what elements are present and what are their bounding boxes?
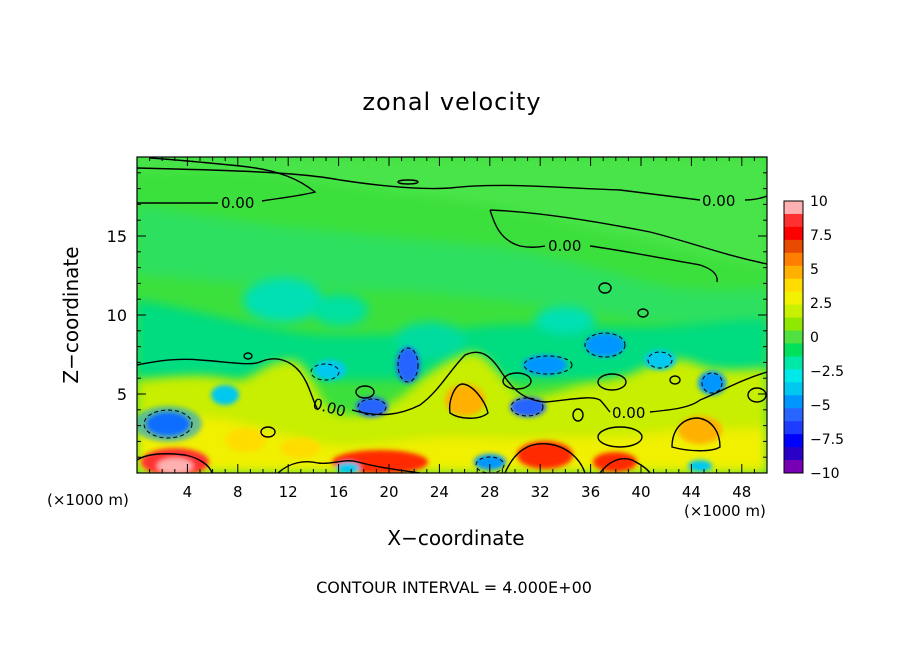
colorbar-swatch <box>784 421 803 435</box>
x-tick-label: 12 <box>279 483 298 501</box>
chart-title: zonal velocity <box>362 88 542 116</box>
plot-area: 0.00 0.00 0.00 0.00 0.00 <box>137 157 767 473</box>
colorbar-swatch <box>784 408 803 422</box>
neg-contour-2 <box>357 398 387 416</box>
colorbar-label: 5 <box>810 262 819 278</box>
contour-small-10 <box>669 375 681 385</box>
x-tick-label: 48 <box>732 483 751 501</box>
colorbar-swatch <box>784 460 803 474</box>
colorbar-label: 2.5 <box>810 296 832 312</box>
colorbar-swatch <box>784 369 803 383</box>
x-tick-label: 28 <box>480 483 499 501</box>
contour-small-7 <box>637 308 649 318</box>
upper-band <box>137 157 767 330</box>
colorbar-swatch <box>784 265 803 280</box>
contour-label: 0.00 <box>221 194 254 212</box>
x-tick-label: 44 <box>682 483 701 501</box>
contour-label: 0.00 <box>702 192 735 210</box>
colorbar-swatch <box>784 239 803 254</box>
neg-contour-9 <box>647 351 673 369</box>
y-tick-label: 10 <box>107 306 127 325</box>
colorbar-swatch <box>784 382 803 396</box>
neg-contour-7 <box>701 372 723 394</box>
contour-lines <box>137 157 767 473</box>
x-tick-label: 8 <box>233 483 243 501</box>
colorbar-swatch <box>784 317 803 332</box>
x-axis-label: X−coordinate <box>387 526 525 550</box>
colorbar-swatch <box>784 226 803 241</box>
contour-label: 0.00 <box>612 404 645 422</box>
colorbar-swatch <box>784 330 803 344</box>
contour-small-3 <box>502 372 532 390</box>
colorbar-label: −5 <box>810 398 831 414</box>
neg-contour-6 <box>584 332 626 358</box>
x-unit-right: (×1000 m) <box>684 502 766 520</box>
x-tick-label: 32 <box>531 483 550 501</box>
contour-small-12 <box>747 387 767 403</box>
contour-positive-right <box>671 417 721 452</box>
colorbar-swatch <box>784 252 803 267</box>
colorbar-swatch <box>784 343 803 357</box>
contour-zero-lower <box>137 351 767 416</box>
contour-small-4 <box>597 373 627 391</box>
colorbar-swatch <box>784 278 803 293</box>
colorbar-swatch <box>784 304 803 319</box>
contour-small-6 <box>598 282 612 294</box>
contour-small-9 <box>397 179 419 185</box>
colorbar-frame <box>783 200 804 474</box>
colorbar-swatch <box>784 356 803 370</box>
neg-contour-5 <box>523 355 573 375</box>
y-tick-label: 15 <box>107 227 127 246</box>
colorbar: 10 7.5 5 2.5 0 −2.5 −5 −7.5 −10 <box>783 194 844 482</box>
neg-contour-10 <box>475 456 505 473</box>
contour-small-11 <box>572 408 584 422</box>
colorbar-swatch <box>784 434 803 448</box>
neg-contour-8 <box>310 363 340 381</box>
x-tick-label: 4 <box>183 483 193 501</box>
contour-small-1 <box>260 426 276 438</box>
contour-small-2 <box>355 385 375 399</box>
contour-label: 0.00 <box>548 237 581 255</box>
contour-positive-hill <box>448 383 489 419</box>
contour-zero-wedge <box>489 209 767 283</box>
contour-small-8 <box>243 352 253 360</box>
colorbar-label: −7.5 <box>810 432 844 448</box>
contour-zero-top-right <box>137 167 767 201</box>
cool-patches <box>137 333 726 442</box>
colorbar-label: 0 <box>810 330 819 346</box>
y-axis-label: Z−coordinate <box>59 246 83 384</box>
colorbar-swatch <box>784 201 803 215</box>
x-unit-left: (×1000 m) <box>47 491 129 509</box>
colorbar-label: −10 <box>810 466 840 482</box>
negative-contours <box>143 332 723 473</box>
colorbar-label: −2.5 <box>810 364 844 380</box>
colorbar-swatch <box>784 291 803 306</box>
colorbar-swatch <box>784 447 803 461</box>
neg-contour-4 <box>510 397 544 417</box>
mid-band <box>137 278 767 380</box>
x-tick-label: 36 <box>581 483 600 501</box>
neg-contour-1 <box>143 409 193 439</box>
x-tick-label: 40 <box>631 483 650 501</box>
x-tick-label: 20 <box>379 483 398 501</box>
x-tick-label: 24 <box>430 483 449 501</box>
contour-small-5 <box>597 426 643 448</box>
colorbar-swatch <box>784 213 803 228</box>
y-tick-label: 5 <box>117 385 127 404</box>
colorbar-label: 7.5 <box>810 228 832 244</box>
contour-zero-base <box>137 443 651 473</box>
contour-label-group: 0.00 0.00 0.00 0.00 0.00 <box>221 192 735 422</box>
x-tick-label: 16 <box>329 483 348 501</box>
neg-contour-3 <box>397 347 419 383</box>
contour-interval-note: CONTOUR INTERVAL = 4.000E+00 <box>316 578 592 597</box>
colorbar-label: 10 <box>810 194 828 210</box>
colorbar-swatch <box>784 395 803 409</box>
